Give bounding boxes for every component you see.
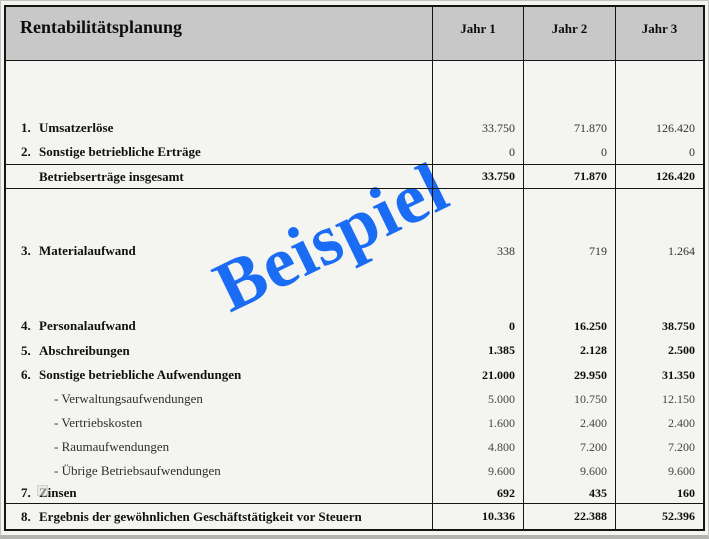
row-label: - Übrige Betriebsaufwendungen	[54, 463, 221, 478]
row-label: Betriebserträge insgesamt	[39, 168, 184, 184]
row-label: Umsatzerlöse	[39, 120, 114, 135]
row-abschreibungen: 5. Abschreibungen 1.385 2.128 2.500	[6, 338, 703, 363]
row-label: Ergebnis der gewöhnlichen Geschäftstätig…	[39, 508, 362, 524]
row-number: 7.	[21, 485, 31, 500]
value-jahr-1: 10.336	[432, 504, 523, 529]
scan-artifact	[37, 485, 48, 496]
row-zinsen: 7. Zinsen 692 435 160	[6, 483, 703, 503]
row-label: Materialaufwand	[39, 243, 136, 258]
value-jahr-1: 1.600	[432, 411, 523, 435]
column-header-jahr-3: Jahr 3	[615, 7, 703, 60]
value-jahr-3: 126.420	[615, 116, 703, 140]
value-jahr-2: 71.870	[523, 165, 615, 188]
row-verwaltungsaufwendungen: - Verwaltungsaufwendungen 5.000 10.750 1…	[6, 387, 703, 411]
row-label: Sonstige betriebliche Erträge	[39, 144, 201, 159]
column-header-jahr-1: Jahr 1	[432, 7, 523, 60]
rentabilitaetsplanung-table: Rentabilitätsplanung Jahr 1 Jahr 2 Jahr …	[4, 5, 705, 531]
row-raumaufwendungen: - Raumaufwendungen 4.800 7.200 7.200	[6, 435, 703, 459]
value-jahr-1: 33.750	[432, 165, 523, 188]
value-jahr-3: 38.750	[615, 314, 703, 338]
table-header-row: Rentabilitätsplanung Jahr 1 Jahr 2 Jahr …	[6, 7, 703, 61]
row-number: 4.	[21, 318, 31, 333]
row-sonstige-aufwendungen: 6. Sonstige betriebliche Aufwendungen 21.…	[6, 363, 703, 387]
value-jahr-3: 9.600	[615, 459, 703, 483]
row-personalaufwand: 4. Personalaufwand 0 16.250 38.750	[6, 314, 703, 338]
value-jahr-2: 10.750	[523, 387, 615, 411]
value-jahr-1: 692	[432, 483, 523, 503]
value-jahr-1: 21.000	[432, 363, 523, 387]
value-jahr-2: 7.200	[523, 435, 615, 459]
value-jahr-3: 7.200	[615, 435, 703, 459]
value-jahr-3: 0	[615, 140, 703, 164]
value-jahr-2: 2.128	[523, 338, 615, 363]
value-jahr-1: 9.600	[432, 459, 523, 483]
value-jahr-2: 16.250	[523, 314, 615, 338]
column-header-jahr-2: Jahr 2	[523, 7, 615, 60]
spacer-row	[6, 189, 703, 239]
value-jahr-3: 2.500	[615, 338, 703, 363]
row-betriebsertraege-insgesamt: Betriebserträge insgesamt 33.750 71.870 …	[6, 164, 703, 189]
row-materialaufwand: 3. Materialaufwand 338 719 1.264	[6, 239, 703, 263]
value-jahr-1: 33.750	[432, 116, 523, 140]
row-label: Zinsen	[39, 485, 77, 500]
spacer-row	[6, 263, 703, 314]
value-jahr-3: 52.396	[615, 504, 703, 529]
value-jahr-1: 0	[432, 314, 523, 338]
value-jahr-2: 22.388	[523, 504, 615, 529]
row-label: Abschreibungen	[39, 342, 130, 358]
value-jahr-2: 435	[523, 483, 615, 503]
row-umsatzerloese: 1. Umsatzerlöse 33.750 71.870 126.420	[6, 116, 703, 140]
value-jahr-2: 2.400	[523, 411, 615, 435]
value-jahr-3: 126.420	[615, 165, 703, 188]
value-jahr-1: 5.000	[432, 387, 523, 411]
row-number: 8.	[21, 508, 31, 524]
value-jahr-2: 719	[523, 239, 615, 263]
row-label: - Verwaltungsaufwendungen	[54, 391, 203, 406]
value-jahr-2: 9.600	[523, 459, 615, 483]
value-jahr-3: 12.150	[615, 387, 703, 411]
value-jahr-3: 160	[615, 483, 703, 503]
value-jahr-3: 2.400	[615, 411, 703, 435]
value-jahr-2: 71.870	[523, 116, 615, 140]
value-jahr-1: 338	[432, 239, 523, 263]
row-number: 3.	[21, 243, 31, 258]
row-sonstige-ertraege: 2. Sonstige betriebliche Erträge 0 0 0	[6, 140, 703, 164]
row-number: 5.	[21, 342, 31, 358]
row-uebrige-betriebsaufwendungen: - Übrige Betriebsaufwendungen 9.600 9.60…	[6, 459, 703, 483]
value-jahr-1: 1.385	[432, 338, 523, 363]
row-number: 1.	[21, 120, 31, 135]
page-title: Rentabilitätsplanung	[20, 17, 183, 37]
value-jahr-2: 0	[523, 140, 615, 164]
value-jahr-3: 31.350	[615, 363, 703, 387]
row-vertriebskosten: - Vertriebskosten 1.600 2.400 2.400	[6, 411, 703, 435]
row-label: - Raumaufwendungen	[54, 439, 170, 454]
row-number: 2.	[21, 144, 31, 159]
row-label: Sonstige betriebliche Aufwendungen	[39, 367, 242, 382]
row-label: Personalaufwand	[39, 318, 136, 333]
value-jahr-1: 4.800	[432, 435, 523, 459]
row-label: - Vertriebskosten	[54, 415, 143, 430]
row-ergebnis: 8. Ergebnis der gewöhnlichen Geschäftstät…	[6, 503, 703, 529]
value-jahr-1: 0	[432, 140, 523, 164]
spacer-row	[6, 61, 703, 116]
value-jahr-2: 29.950	[523, 363, 615, 387]
row-number: 6.	[21, 367, 31, 382]
value-jahr-3: 1.264	[615, 239, 703, 263]
